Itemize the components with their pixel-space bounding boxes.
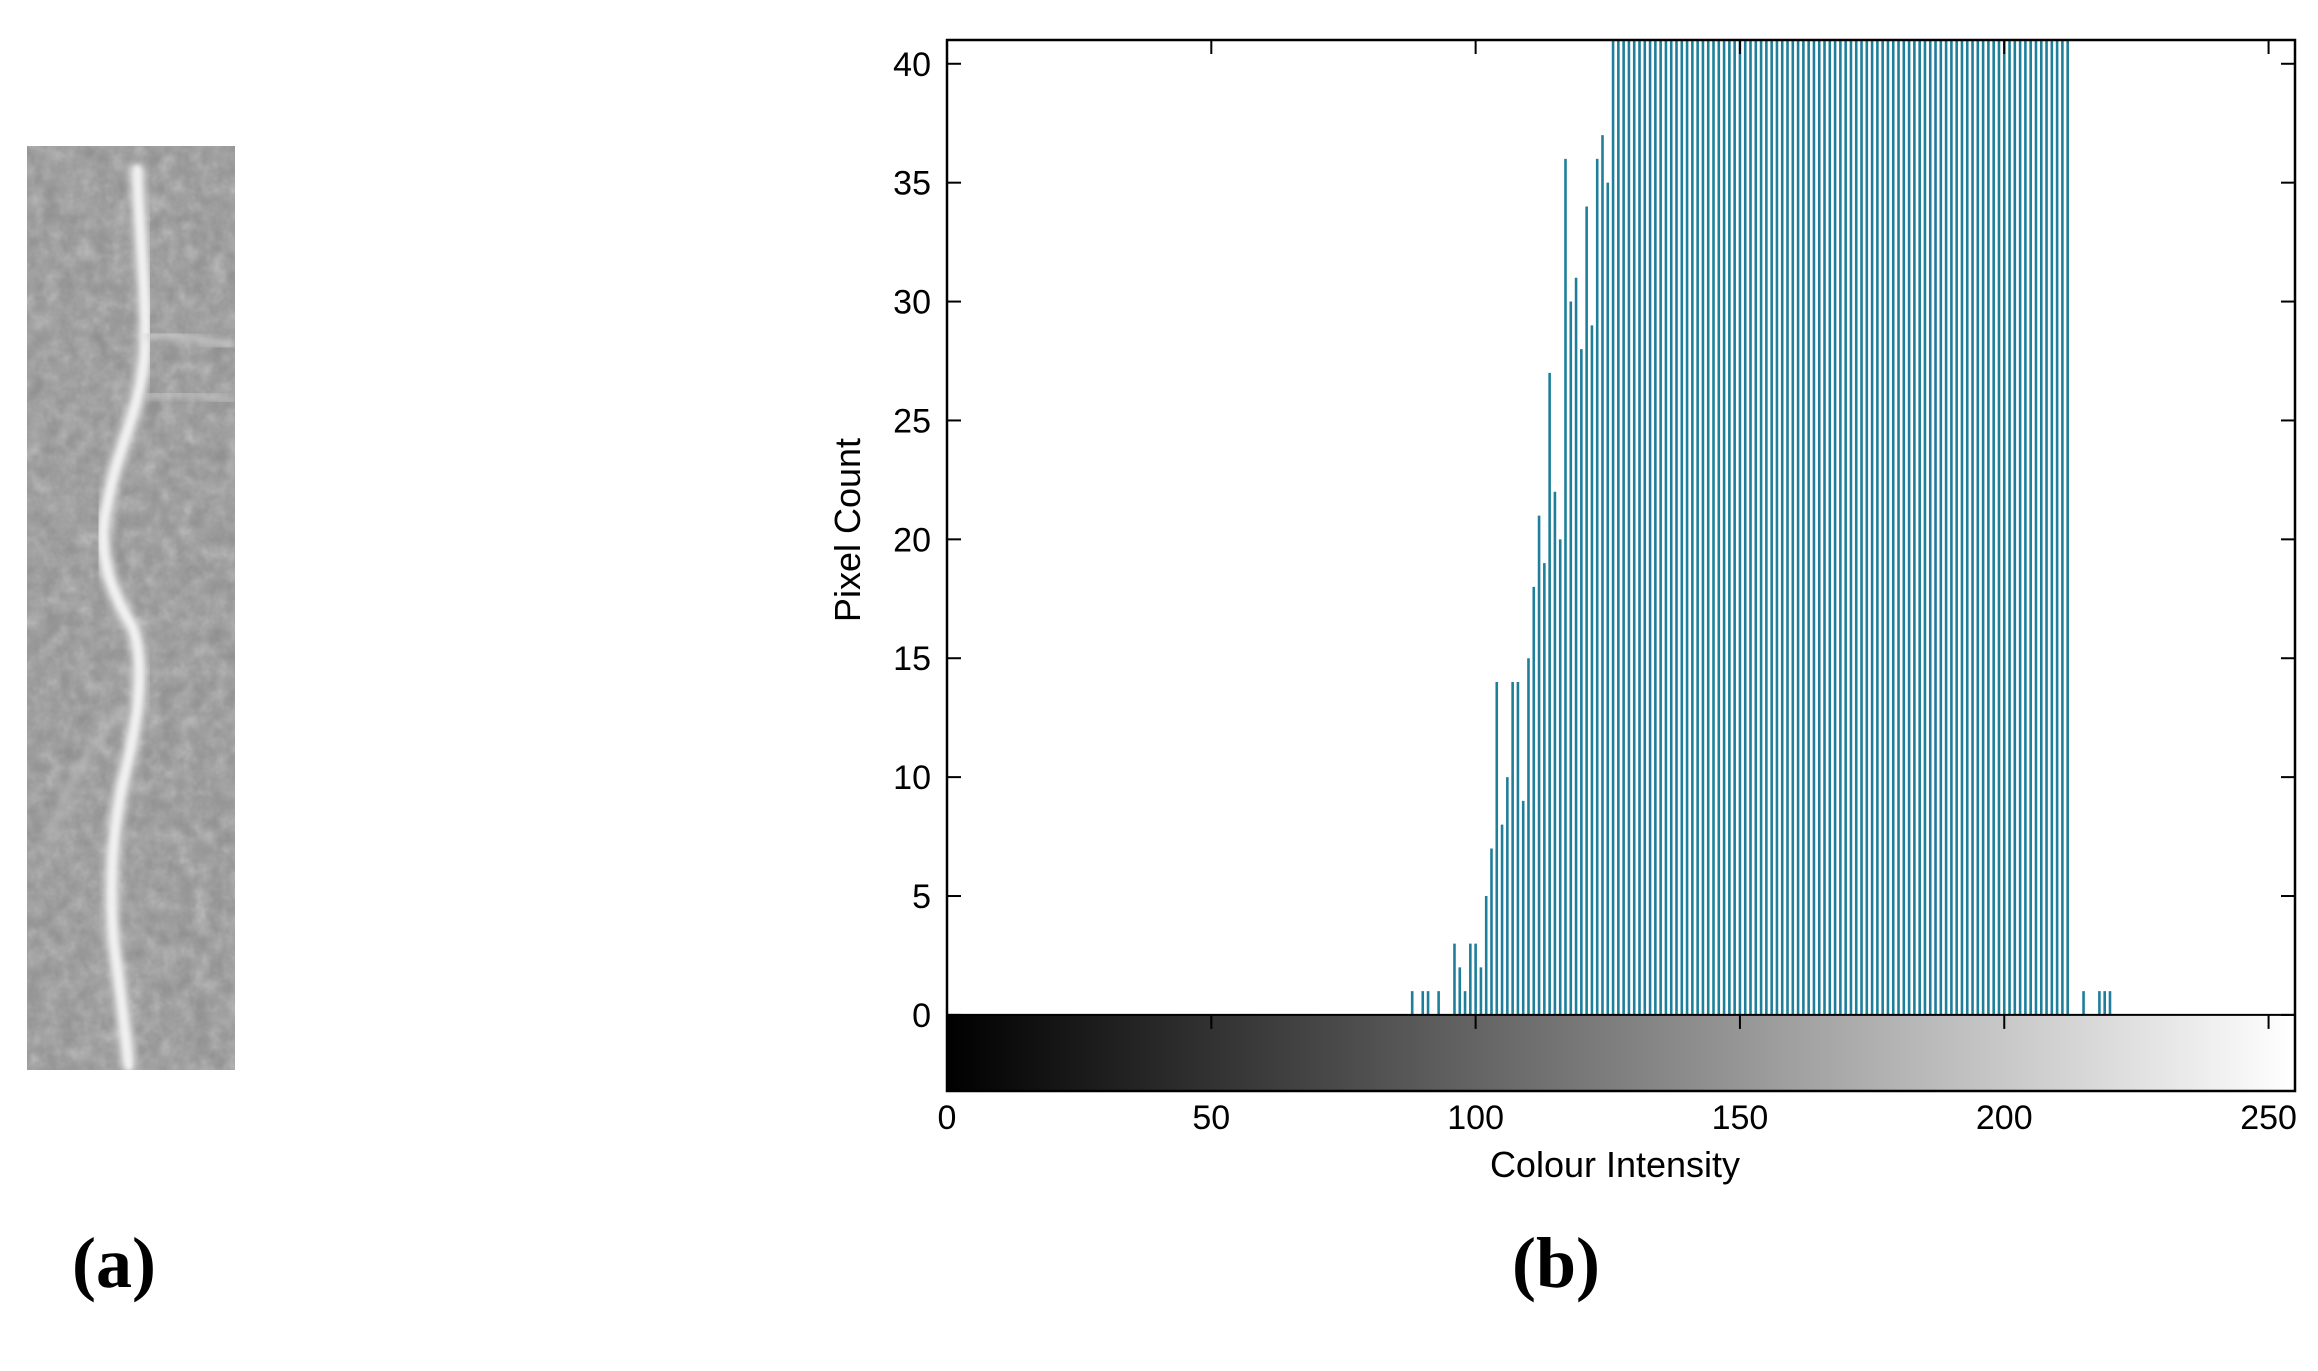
y-tick-label: 40 <box>893 46 931 84</box>
grayscale-vessel-image <box>27 146 235 1070</box>
y-axis-title: Pixel Count <box>827 438 868 622</box>
colorbar <box>947 1014 2295 1091</box>
x-tick-label: 100 <box>1447 1099 1504 1137</box>
y-tick-label: 35 <box>893 165 931 203</box>
y-tick-label: 25 <box>893 402 931 440</box>
y-tick-label: 0 <box>912 997 931 1035</box>
y-tick-label: 5 <box>912 878 931 916</box>
panel-label-b: (b) <box>1512 1223 1600 1303</box>
plot-frame <box>945 38 2297 1093</box>
y-tick-label: 10 <box>893 759 931 797</box>
panel-label-a: (a) <box>72 1223 156 1303</box>
plot-area <box>947 40 2295 1091</box>
y-tick-label: 30 <box>893 284 931 322</box>
x-tick-label: 0 <box>938 1099 957 1137</box>
x-tick-label: 150 <box>1712 1099 1769 1137</box>
x-tick-label: 250 <box>2240 1099 2297 1137</box>
x-axis-title: Colour Intensity <box>1490 1144 1740 1185</box>
y-tick-label: 20 <box>893 521 931 559</box>
x-tick-label: 200 <box>1976 1099 2033 1137</box>
y-tick-label: 15 <box>893 640 931 678</box>
x-tick-label: 50 <box>1192 1099 1230 1137</box>
